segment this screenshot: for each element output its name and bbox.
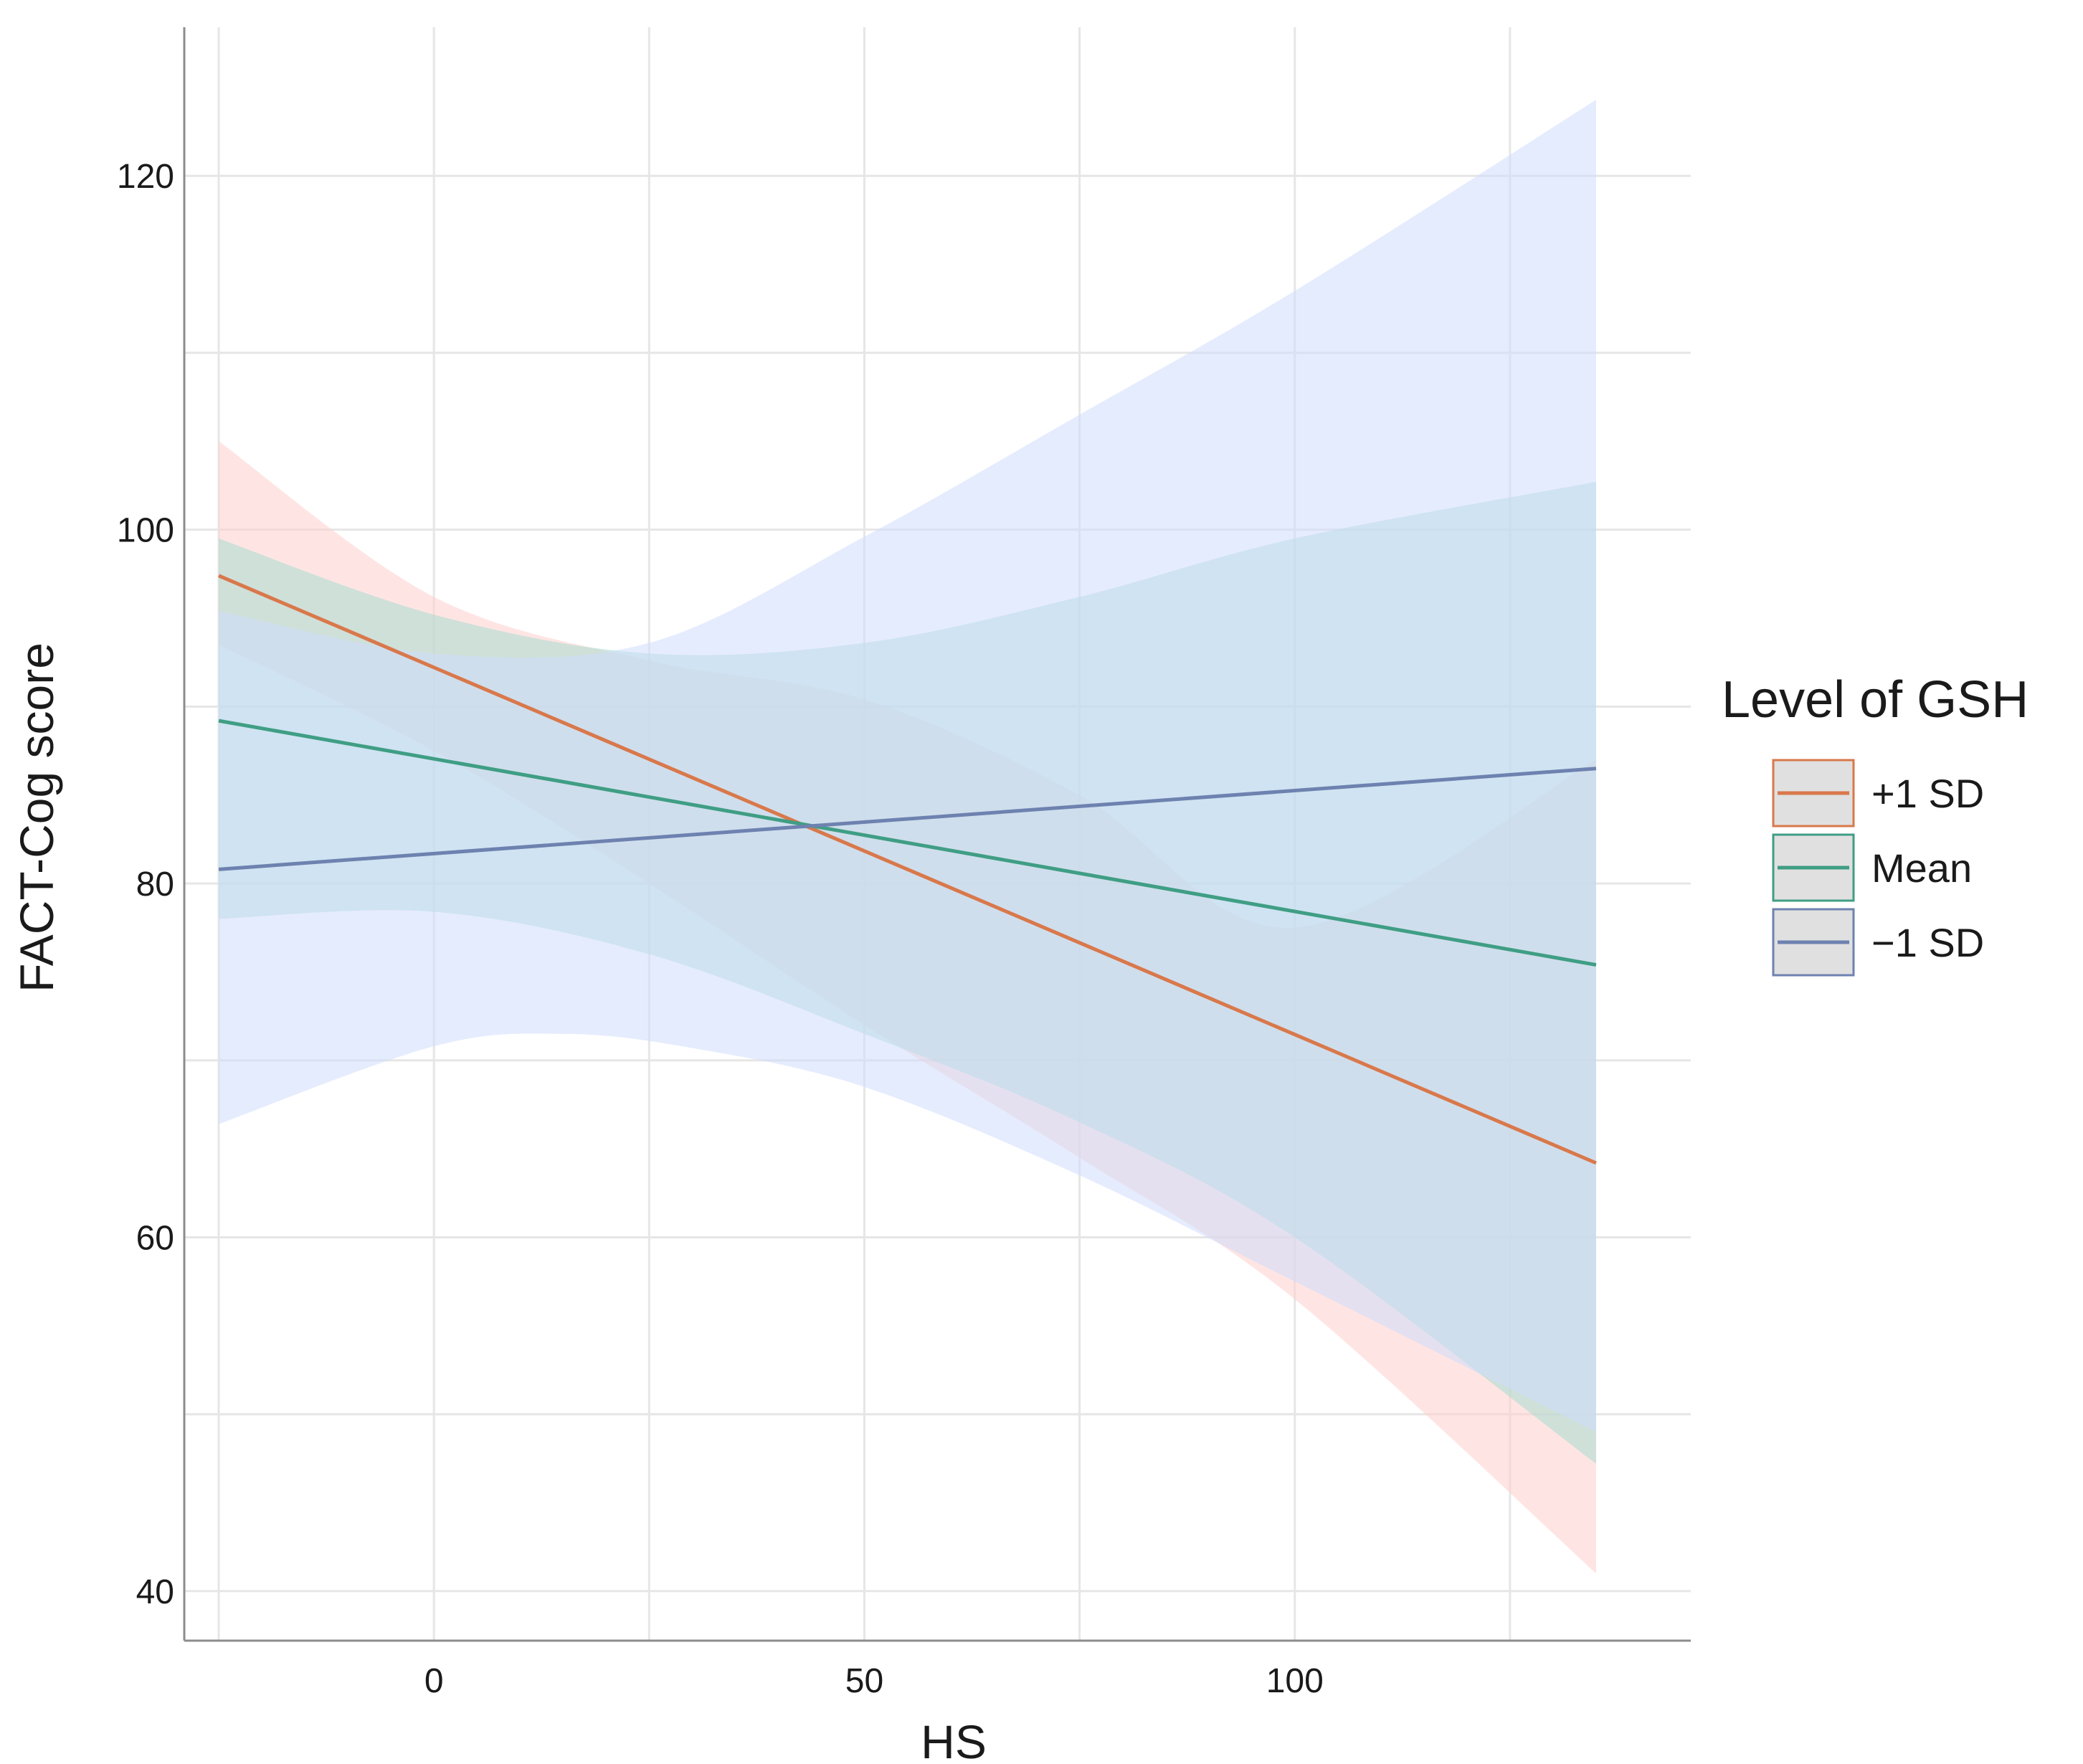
legend-item: Mean	[1772, 833, 1972, 902]
trend-lines	[218, 574, 1597, 1165]
y-tick-label: 40	[136, 1573, 174, 1611]
legend: Level of GSH +1 SD Mean −1 SD	[1722, 671, 2029, 977]
legend-label: Mean	[1871, 845, 1972, 891]
tick-labels: 40 60 80 100 120 0 50 100	[117, 158, 1324, 1700]
y-tick-label: 60	[136, 1220, 174, 1258]
series-line-0	[218, 574, 1597, 1165]
x-tick-label: 50	[845, 1662, 883, 1700]
y-tick-label: 80	[136, 866, 174, 904]
x-tick-label: 100	[1266, 1662, 1324, 1700]
legend-item: +1 SD	[1772, 759, 1984, 828]
y-tick-label: 100	[117, 512, 174, 550]
axes	[183, 27, 1691, 1642]
y-axis-title: FACT-Cog score	[10, 642, 63, 992]
x-axis-title: HS	[921, 1715, 987, 1764]
ci-band-2	[219, 100, 1596, 1432]
x-tick-label: 0	[424, 1662, 444, 1700]
series-line-1	[218, 719, 1597, 967]
legend-title: Level of GSH	[1722, 671, 2029, 729]
y-tick-label: 120	[117, 158, 174, 196]
legend-label: +1 SD	[1871, 771, 1984, 816]
legend-item: −1 SD	[1772, 908, 1984, 977]
legend-label: −1 SD	[1871, 920, 1984, 965]
series-line-2	[218, 767, 1597, 871]
confidence-bands	[219, 100, 1596, 1574]
